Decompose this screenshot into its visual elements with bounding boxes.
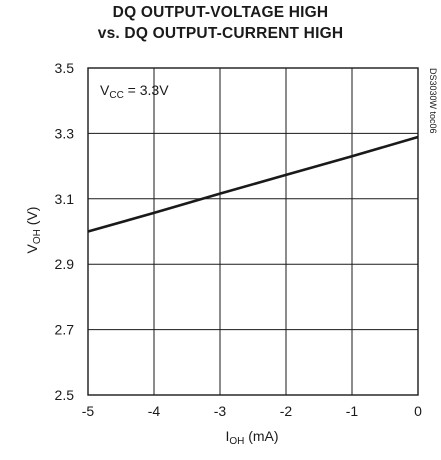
y-tick-label: 2.9 [55,256,75,272]
series-group [87,135,419,233]
grid [88,68,418,395]
x-axis-label-sub: OH [229,436,244,447]
x-axis-label: IOH (mA) [225,428,278,447]
y-tick-label: 3.3 [55,125,75,141]
series-line [87,135,419,233]
x-axis-label-rest: (mA) [244,428,278,444]
x-tick-label: -5 [82,403,95,419]
side-note: DS3030W toc06 [428,68,438,134]
x-tick-label: -3 [214,403,227,419]
x-tick-label: -1 [346,403,359,419]
x-tick-label: -4 [148,403,161,419]
chart-title-line2: vs. DQ OUTPUT-CURRENT HIGH [97,25,344,42]
vcc-annotation-rest: = 3.3V [124,82,169,98]
vcc-annotation-main: V [100,82,110,98]
y-tick-label: 2.7 [55,322,75,338]
x-axis-label-main: I [225,428,229,444]
chart-title-line1: DQ OUTPUT-VOLTAGE HIGH [112,4,329,21]
vcc-annotation-sub: CC [109,90,123,101]
vcc-annotation: VCC = 3.3V [100,82,169,101]
y-tick-label: 2.5 [55,387,75,403]
y-axis-label-main: V [24,243,40,253]
y-axis-label: VOH (V) [24,207,43,254]
y-tick-label: 3.5 [55,60,75,76]
y-axis-label-sub: OH [32,229,43,244]
tick-labels: -5 -4 -3 -2 -1 0 2.5 2.7 2.9 3.1 3.3 3.5 [55,60,423,419]
x-tick-label: 0 [414,403,422,419]
x-tick-label: -2 [280,403,293,419]
y-tick-label: 3.1 [55,191,75,207]
y-axis-label-rest: (V) [24,207,40,230]
plot-frame [87,67,419,396]
